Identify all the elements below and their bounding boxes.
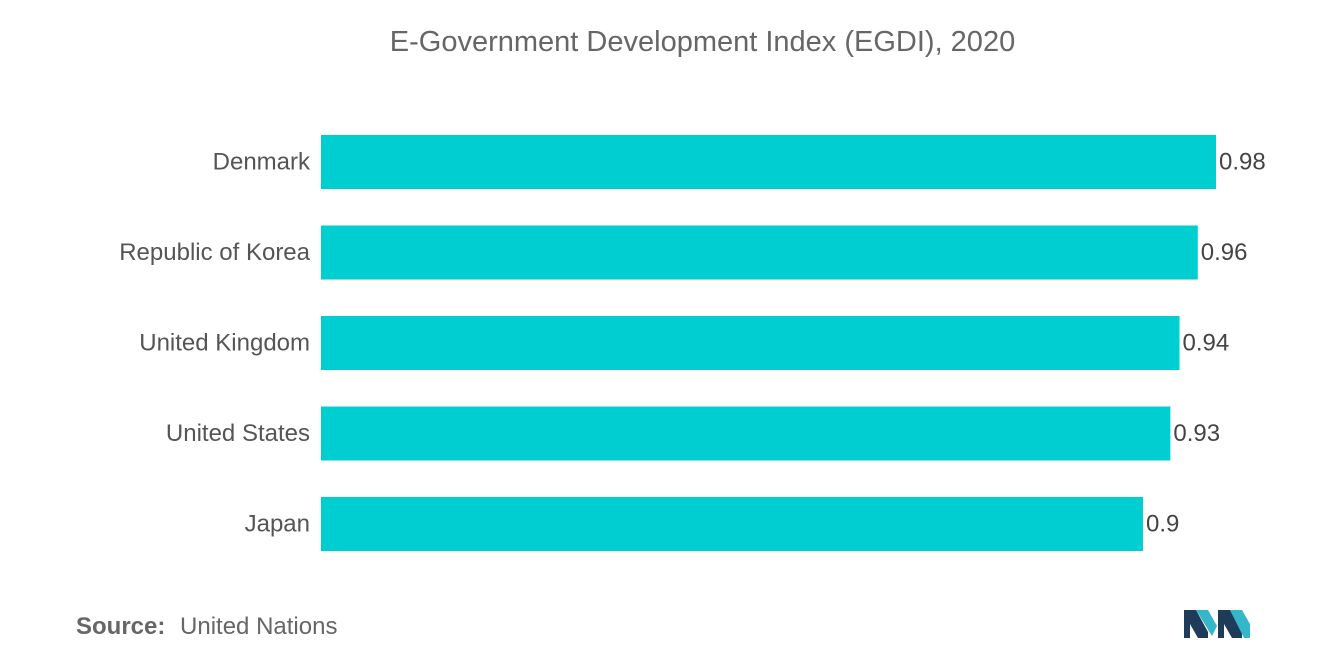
chart-plot: Denmark 0.98 Republic of Korea 0.96 United K… <box>119 135 1266 551</box>
chart-title: E-Government Development Index (EGDI), 2… <box>389 26 1016 58</box>
value-label: 0.98 <box>1219 149 1266 176</box>
value-label: 0.9 <box>1146 511 1179 538</box>
value-label: 0.96 <box>1201 239 1248 266</box>
source-value: United Nations <box>180 613 338 640</box>
category-label: Republic of Korea <box>119 239 310 266</box>
bar-united-states <box>321 406 1171 461</box>
bar-denmark <box>321 135 1217 189</box>
mordor-intelligence-logo-icon <box>1184 610 1250 638</box>
value-label: 0.93 <box>1173 420 1220 447</box>
source-note: Source: United Nations <box>76 613 337 641</box>
bar-japan <box>321 497 1143 551</box>
bar-republic-of-korea <box>321 225 1198 280</box>
category-label: United States <box>166 420 310 447</box>
category-label: United Kingdom <box>139 330 310 357</box>
source-label: Source: <box>76 613 166 640</box>
category-label: Japan <box>245 511 310 538</box>
value-label: 0.94 <box>1183 330 1230 357</box>
category-label: Denmark <box>213 149 311 176</box>
bar-united-kingdom <box>321 316 1180 370</box>
